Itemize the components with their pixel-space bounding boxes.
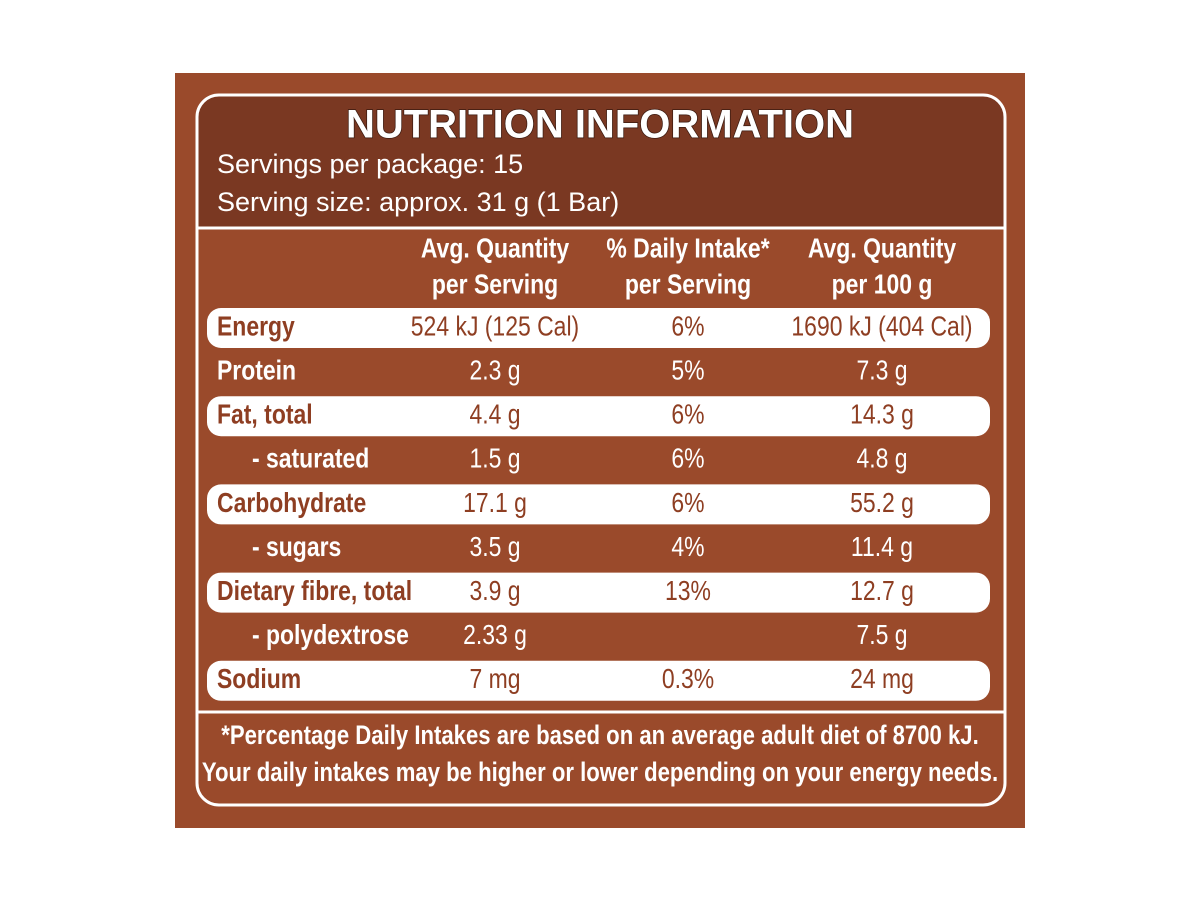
cell-value: 4.4 g <box>469 400 520 431</box>
column-header: per Serving <box>432 269 558 300</box>
column-header: % Daily Intake* <box>606 233 769 264</box>
cell-value: 7.5 g <box>856 620 907 651</box>
row-band <box>207 484 990 525</box>
header-panel <box>197 95 1005 228</box>
row-label: - sugars <box>252 532 341 563</box>
cell-value: 6% <box>671 400 704 431</box>
cell-value: 4% <box>671 532 704 563</box>
row-label: - saturated <box>252 444 369 475</box>
cell-value: 4.8 g <box>856 444 907 475</box>
cell-value: 13% <box>665 576 711 607</box>
title: NUTRITION INFORMATION <box>346 103 854 147</box>
cell-value: 12.7 g <box>850 576 914 607</box>
cell-value: 5% <box>671 355 704 386</box>
column-header: Avg. Quantity <box>808 233 957 264</box>
row-label: Sodium <box>217 664 301 695</box>
serving-info: Servings per package: 15 <box>217 149 523 179</box>
cell-value: 7 mg <box>469 664 520 695</box>
cell-value: 524 kJ (125 Cal) <box>411 311 579 342</box>
cell-value: 1.5 g <box>469 444 520 475</box>
cell-value: 0.3% <box>662 664 714 695</box>
cell-value: 3.5 g <box>469 532 520 563</box>
cell-value: 6% <box>671 488 704 519</box>
row-band <box>207 572 990 613</box>
cell-value: 7.3 g <box>856 355 907 386</box>
cell-value: 6% <box>671 311 704 342</box>
row-label: Fat, total <box>217 400 313 431</box>
cell-value: 3.9 g <box>469 576 520 607</box>
cell-value: 2.33 g <box>463 620 527 651</box>
footnote: *Percentage Daily Intakes are based on a… <box>221 721 978 751</box>
cell-value: 6% <box>671 444 704 475</box>
serving-info: Serving size: approx. 31 g (1 Bar) <box>217 187 619 217</box>
footnote: Your daily intakes may be higher or lowe… <box>202 758 998 788</box>
cell-value: 11.4 g <box>851 532 913 563</box>
row-band <box>207 660 990 701</box>
row-band <box>207 308 990 348</box>
outer-border <box>195 93 1007 807</box>
cell-value: 55.2 g <box>850 488 914 519</box>
column-header: per 100 g <box>832 269 933 300</box>
row-label: - polydextrose <box>252 620 409 651</box>
row-label: Protein <box>217 355 296 386</box>
column-header: Avg. Quantity <box>421 233 570 264</box>
cell-value: 14.3 g <box>850 400 914 431</box>
cell-value: 24 mg <box>850 664 914 695</box>
cell-value: 2.3 g <box>469 355 520 386</box>
cell-value: 1690 kJ (404 Cal) <box>791 311 972 342</box>
cell-value: 17.1 g <box>463 488 527 519</box>
row-label: Energy <box>217 311 295 342</box>
row-label: Dietary fibre, total <box>217 576 412 607</box>
row-label: Carbohydrate <box>217 488 366 519</box>
row-band <box>207 396 990 437</box>
column-header: per Serving <box>625 269 751 300</box>
